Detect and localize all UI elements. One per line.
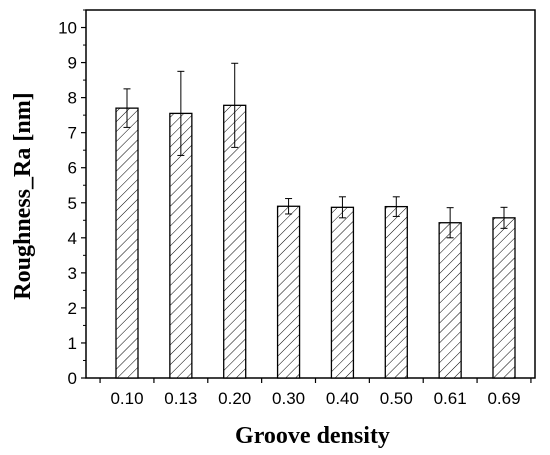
- y-tick-label: 1: [68, 334, 77, 353]
- x-tick-label: 0.69: [487, 389, 520, 408]
- x-tick-label: 0.61: [434, 389, 467, 408]
- y-tick-label: 4: [68, 229, 77, 248]
- bar: [276, 205, 301, 379]
- bar: [384, 205, 408, 379]
- y-tick-label: 7: [68, 124, 77, 143]
- y-tick-label: 0: [68, 369, 77, 388]
- bar: [438, 222, 462, 379]
- x-tick-label: 0.10: [110, 389, 143, 408]
- y-tick-label: 9: [68, 54, 77, 73]
- plot-area: 0 1 2 3 4 5 6 7 8 9 10 0.10 0.13 0.20 0.30 0.40 0.50 0.61…: [58, 9, 536, 408]
- x-tick-label: 0.40: [326, 389, 359, 408]
- bar: [330, 206, 355, 379]
- bar: [115, 107, 139, 379]
- y-tick-label: 10: [58, 19, 77, 38]
- y-tick-label: 8: [68, 89, 77, 108]
- x-tick-label: 0.50: [380, 389, 413, 408]
- y-tick-label: 5: [68, 194, 77, 213]
- x-tick-label: 0.30: [272, 389, 305, 408]
- bar: [492, 217, 516, 379]
- y-axis-title: Roughness_Ra [nm]: [10, 92, 36, 299]
- y-tick-label: 2: [68, 299, 77, 318]
- plot-frame: [85, 9, 536, 379]
- x-tick-label: 0.13: [164, 389, 197, 408]
- y-tick-label: 6: [68, 159, 77, 178]
- x-tick-label: 0.20: [218, 389, 251, 408]
- x-axis-title: Groove density: [235, 423, 390, 449]
- y-tick-label: 3: [68, 264, 77, 283]
